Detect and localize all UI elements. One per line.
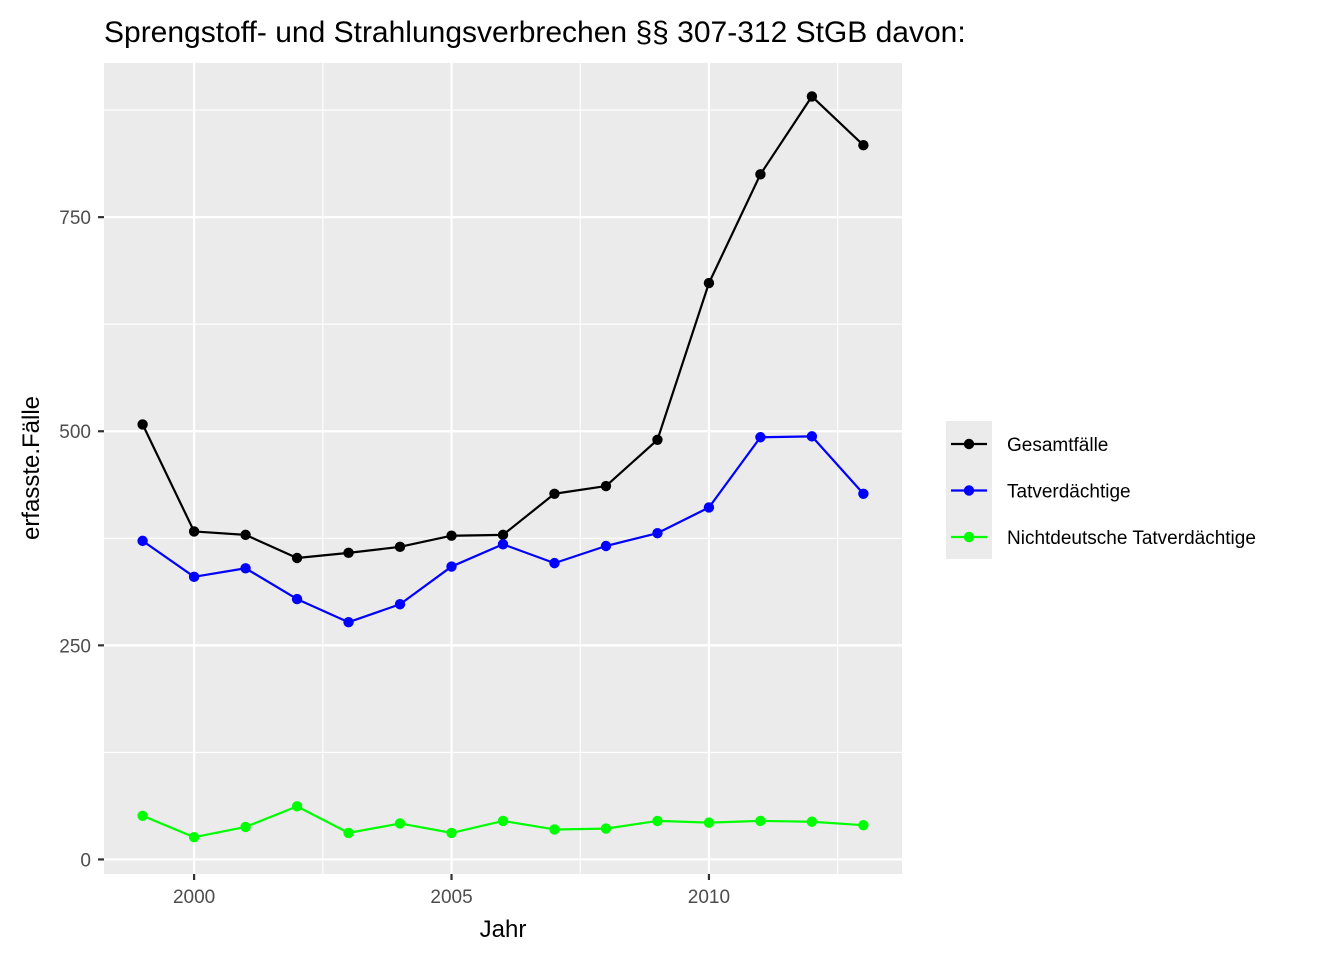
series-2-point <box>652 527 663 539</box>
series-layer <box>137 91 869 843</box>
series-2-point <box>291 593 303 605</box>
series-1-point <box>549 488 560 499</box>
y-tick-label: 500 <box>59 422 91 443</box>
series-2-point <box>137 535 148 547</box>
x-tick-label: 2005 <box>430 887 472 908</box>
series-3-point <box>600 823 612 834</box>
legend-label: Nichtdeutsche Tatverdächtige <box>1007 528 1256 549</box>
y-tick-label: 750 <box>59 208 91 229</box>
plot-panel <box>104 63 902 874</box>
series-1-point <box>188 526 200 537</box>
series-2-point <box>343 617 354 628</box>
chart-title: Sprengstoff- und Strahlungsverbrechen §§… <box>104 16 966 49</box>
series-1-point <box>291 552 303 564</box>
series-3-point <box>240 821 251 833</box>
series-3-point <box>446 827 457 839</box>
y-axis-title: erfasste.Fälle <box>18 396 45 540</box>
axis-ticks <box>98 216 711 880</box>
series-1-point <box>497 529 509 541</box>
tick-labels: 2000 2005 2010 0 250 500 750 <box>59 208 730 908</box>
major-gridlines <box>104 63 902 874</box>
series-3-point <box>343 827 354 839</box>
series-1-point <box>703 277 715 289</box>
series-2-point <box>703 502 715 513</box>
minor-gridlines <box>104 63 902 874</box>
series-3-point <box>652 815 663 827</box>
legend-label: Tatverdächtige <box>1007 482 1131 503</box>
y-tick-label: 250 <box>59 636 91 657</box>
series-2-point <box>240 563 251 574</box>
x-axis-title: Jahr <box>480 916 527 943</box>
series-2-point <box>858 488 869 499</box>
series-1-point <box>806 91 818 102</box>
series-3-point <box>755 815 766 827</box>
series-3-point <box>806 816 818 827</box>
legend: Gesamtfälle Tatverdächtige Nichtdeutsche T… <box>946 421 1256 559</box>
series-1-point <box>137 419 148 430</box>
x-tick-label: 2010 <box>688 887 730 908</box>
series-2-point <box>755 432 766 443</box>
series-3-point <box>549 824 560 835</box>
series-1-point <box>343 547 354 559</box>
series-2-point <box>549 557 560 569</box>
series-1-point <box>240 529 251 541</box>
series-3-point <box>497 815 509 827</box>
series-2-point <box>394 599 406 610</box>
x-tick-label: 2000 <box>173 887 215 908</box>
series-2-point <box>446 561 457 572</box>
legend-label: Gesamtfälle <box>1007 435 1108 456</box>
series-1-point <box>446 530 457 541</box>
series-1-point <box>600 480 612 492</box>
series-3-point <box>188 831 200 843</box>
series-2-point <box>497 539 509 550</box>
series-2-point <box>806 431 818 442</box>
legend-key-point <box>963 438 975 450</box>
series-3-point <box>703 817 715 828</box>
series-2-point <box>600 540 612 552</box>
series-3-point <box>291 801 303 812</box>
series-2-point <box>188 571 200 583</box>
series-1-point <box>755 169 766 180</box>
series-1-point <box>858 140 869 151</box>
legend-key-point <box>963 531 975 543</box>
series-1-point <box>652 434 663 446</box>
y-tick-label: 0 <box>80 850 91 871</box>
series-1-point <box>394 541 406 553</box>
series-3-point <box>394 818 406 829</box>
series-3-point <box>137 810 148 821</box>
series-3-point <box>858 819 869 831</box>
legend-key-point <box>963 485 975 496</box>
